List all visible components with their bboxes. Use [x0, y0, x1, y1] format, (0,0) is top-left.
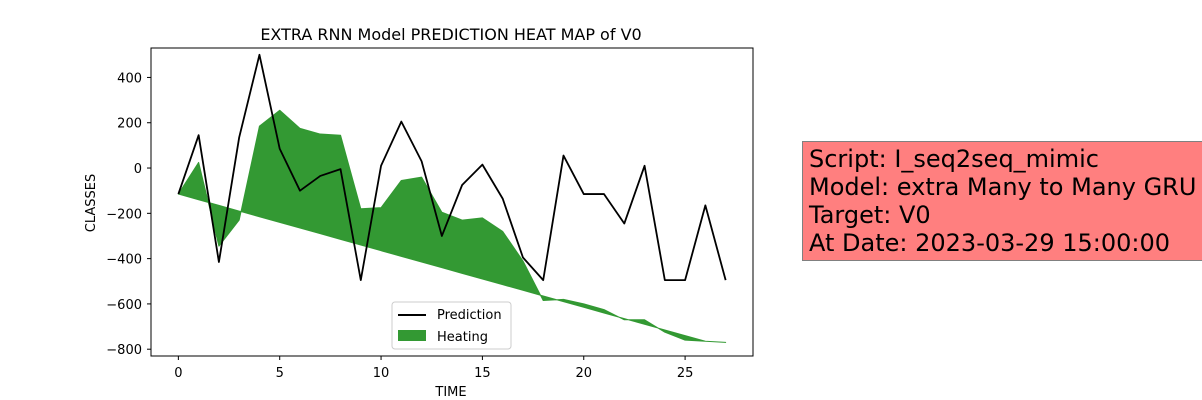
- x-tick-label: 25: [677, 366, 694, 381]
- y-tick-label: −400: [106, 253, 142, 268]
- x-tick-label: 15: [474, 366, 491, 381]
- y-tick-label: 400: [117, 71, 142, 86]
- y-tick-label: −200: [106, 207, 142, 222]
- x-tick-label: 5: [276, 366, 284, 381]
- y-tick-label: 0: [134, 162, 142, 177]
- y-tick-label: 200: [117, 117, 142, 132]
- x-tick-label: 0: [174, 366, 182, 381]
- info-box: Script: I_seq2seq_mimic Model: extra Man…: [802, 141, 1202, 261]
- info-target-line: Target: V0: [809, 201, 931, 229]
- chart-title: EXTRA RNN Model PREDICTION HEAT MAP of V…: [260, 25, 641, 44]
- y-tick-label: −600: [106, 298, 142, 313]
- info-date-line: At Date: 2023-03-29 15:00:00: [809, 229, 1171, 257]
- x-tick-label: 20: [575, 366, 592, 381]
- heating-area: [177, 109, 727, 343]
- legend-heating-label: Heating: [437, 330, 488, 345]
- legend-heating-swatch: [398, 330, 426, 341]
- legend: Prediction Heating: [391, 301, 512, 350]
- info-model-line: Model: extra Many to Many GRU: [809, 173, 1197, 201]
- y-axis-label: CLASSES: [84, 174, 99, 232]
- info-script-line: Script: I_seq2seq_mimic: [809, 145, 1099, 173]
- legend-prediction-label: Prediction: [437, 308, 502, 323]
- plot-area-frame: [150, 47, 754, 357]
- prediction-line: [177, 53, 727, 282]
- x-axis-label: TIME: [434, 385, 466, 400]
- x-tick-label: 10: [373, 366, 390, 381]
- y-tick-label: −800: [106, 343, 142, 358]
